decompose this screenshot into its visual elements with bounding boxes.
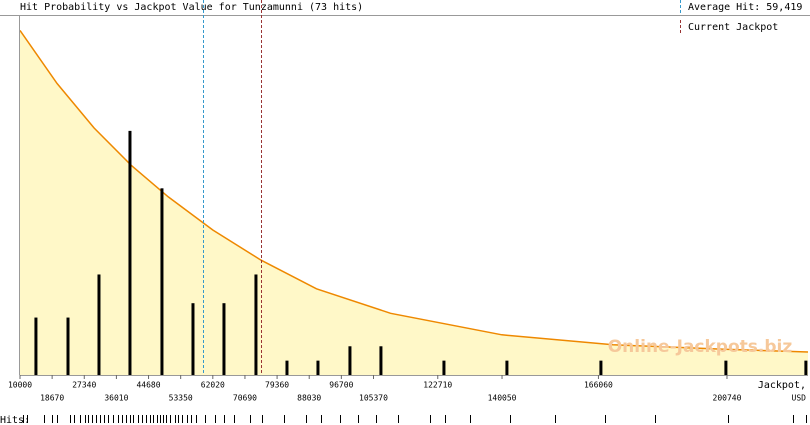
x-axis-label: USD — [792, 394, 807, 403]
probability-curve — [19, 29, 809, 353]
bar — [128, 130, 132, 375]
x-tick-label: 79360 — [265, 381, 289, 390]
bar — [316, 360, 320, 375]
watermark: Online-Jackpots.biz — [608, 337, 793, 357]
x-tick-label: 36010 — [104, 394, 128, 403]
x-tick-label: 62020 — [201, 381, 225, 390]
x-tick-label: 166060 — [584, 381, 613, 390]
bar — [505, 360, 509, 375]
bar — [724, 360, 728, 375]
chart-title: Hit Probability vs Jackpot Value for Tun… — [20, 2, 363, 13]
bar — [222, 303, 226, 375]
x-tick-label: 140050 — [488, 394, 517, 403]
hits-label: Hits: — [0, 415, 30, 425]
bar — [97, 274, 101, 375]
probability-area — [20, 30, 808, 376]
x-tick-label: 70690 — [233, 394, 257, 403]
bar — [804, 360, 808, 375]
bar — [285, 360, 289, 375]
bar — [348, 346, 352, 375]
x-tick-label: 88030 — [297, 394, 321, 403]
bar — [34, 317, 38, 375]
x-tick-label: 44680 — [136, 381, 160, 390]
x-tick-label: 96700 — [329, 381, 353, 390]
bar — [254, 274, 258, 375]
x-tick-label: 105370 — [359, 394, 388, 403]
x-tick-label: 200740 — [713, 394, 742, 403]
bar — [442, 360, 446, 375]
x-tick-label: 10000 — [8, 381, 32, 390]
x-tick-label: 27340 — [72, 381, 96, 390]
x-tick-label: 18670 — [40, 394, 64, 403]
bar — [599, 360, 603, 375]
bar — [160, 188, 164, 375]
x-axis-label: Jackpot, — [758, 380, 806, 391]
x-tick-label: 122710 — [423, 381, 452, 390]
bar — [191, 303, 195, 375]
legend-label: Current Jackpot — [688, 22, 778, 33]
bar — [66, 317, 70, 375]
legend-label: Average Hit: 59,419 — [688, 2, 802, 13]
bar — [379, 346, 383, 375]
x-tick-label: 53350 — [169, 394, 193, 403]
